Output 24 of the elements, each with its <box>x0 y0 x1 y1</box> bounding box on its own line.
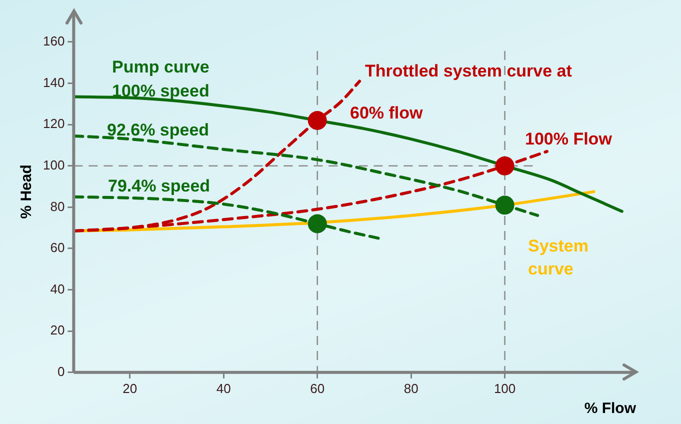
y-tick-label: 140 <box>42 74 65 90</box>
x-tick-label: 40 <box>216 380 231 396</box>
y-tick-label: 120 <box>42 116 65 132</box>
series-label: 79.4% speed <box>108 176 210 196</box>
x-axis-title: % Flow <box>584 400 636 418</box>
text: System curve <box>528 236 588 279</box>
series-label: 60% flow <box>350 104 424 123</box>
y-tick-label: 20 <box>50 322 65 338</box>
series-label: 92.6% speed <box>107 120 210 140</box>
x-tick-label: 60 <box>310 380 325 396</box>
annotation: Pump curve <box>112 58 210 77</box>
y-tick-label: 0 <box>57 364 65 379</box>
y-axis-title: % Head <box>18 164 36 219</box>
y-tick-label: 100 <box>42 157 65 172</box>
series-label: 100% Flow <box>525 130 613 149</box>
y-tick-label: 80 <box>50 198 65 214</box>
series-label: 100% speed <box>112 82 210 101</box>
y-tick-label: 60 <box>50 240 65 256</box>
y-tick-label: 40 <box>50 281 65 296</box>
x-tick-label: 20 <box>122 380 138 396</box>
x-tick-label: 100 <box>494 380 516 396</box>
annotation: Throttled system curve at <box>365 62 572 81</box>
x-tick-label: 80 <box>404 380 418 396</box>
y-tick-label: 160 <box>42 34 65 49</box>
